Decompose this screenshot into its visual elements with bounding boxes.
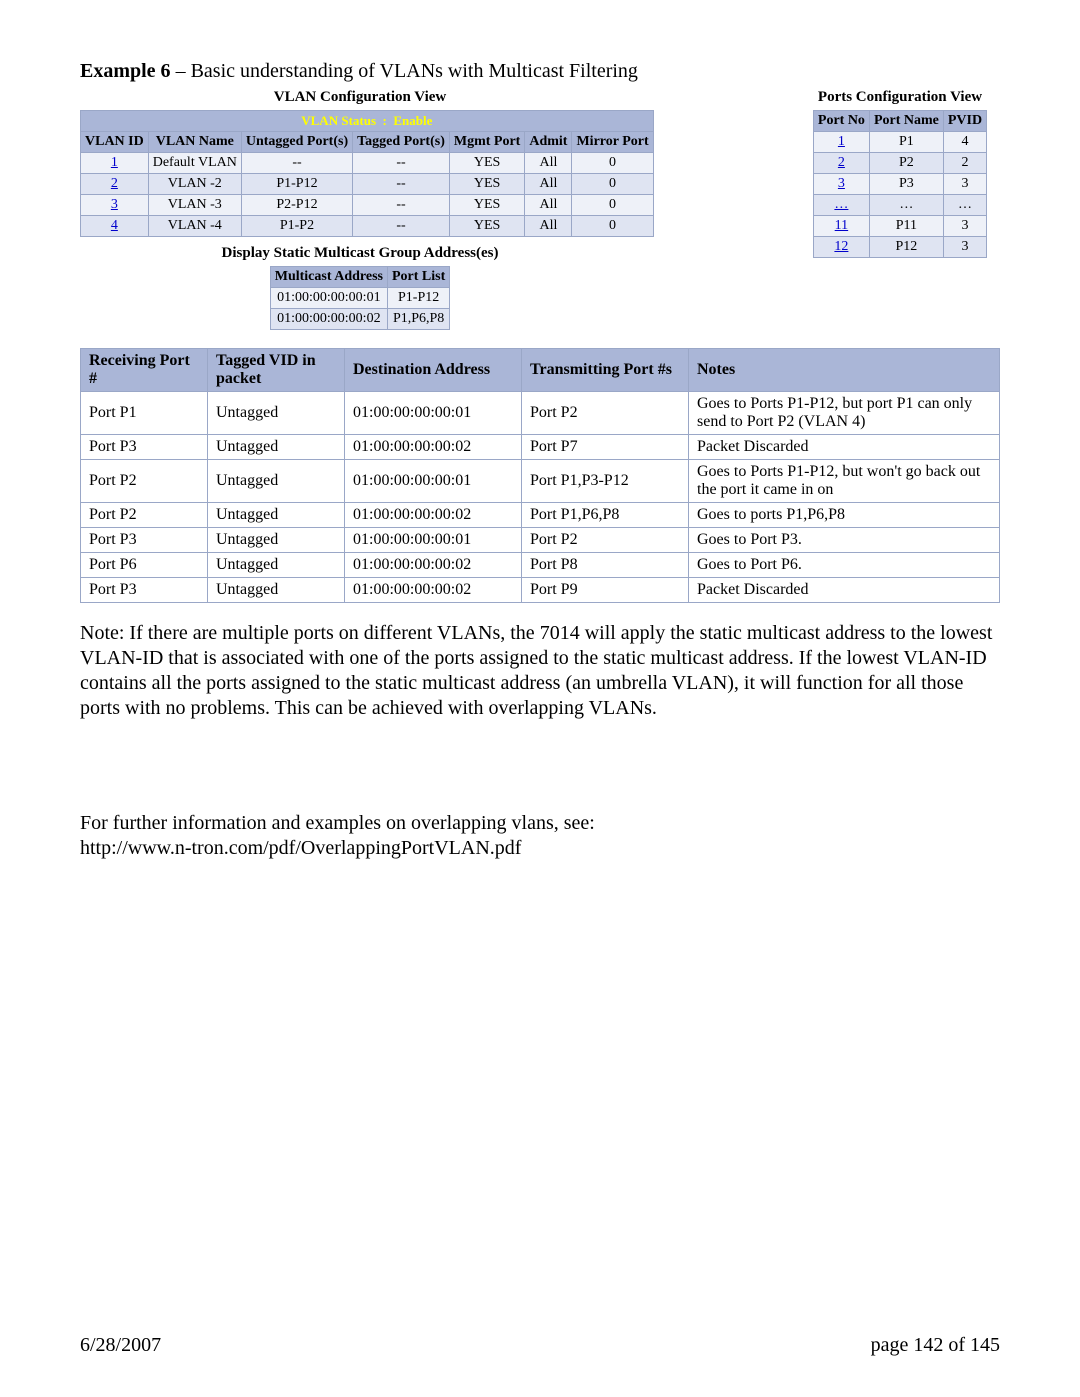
notes-row: Port P6 Untagged 01:00:00:00:00:02 Port … — [81, 553, 1000, 578]
notes-row: Port P3 Untagged 01:00:00:00:00:02 Port … — [81, 578, 1000, 603]
vlan-id-link[interactable]: 2 — [111, 176, 118, 191]
notes-table: Receiving Port # Tagged VID in packet De… — [80, 348, 1000, 603]
port-no-link[interactable]: … — [834, 197, 848, 212]
port-no-link[interactable]: 3 — [838, 176, 845, 191]
multicast-header-row: Multicast Address Port List — [270, 267, 450, 288]
port-no-link[interactable]: 11 — [835, 218, 848, 233]
vlan-row: 2 VLAN -2 P1-P12 -- YES All 0 — [81, 174, 654, 195]
example-label: Example 6 — [80, 60, 171, 82]
vlan-id-link[interactable]: 4 — [111, 218, 118, 233]
multicast-heading: Display Static Multicast Group Address(e… — [80, 245, 640, 262]
vlan-config-table: VLAN Status : Enable VLAN ID VLAN Name U… — [80, 110, 654, 237]
notes-header-row: Receiving Port # Tagged VID in packet De… — [81, 349, 1000, 392]
multicast-row: 01:00:00:00:00:01 P1-P12 — [270, 288, 450, 309]
note-paragraph: Note: If there are multiple ports on dif… — [80, 621, 1000, 721]
vlan-config-heading: VLAN Configuration View — [80, 89, 640, 106]
vlan-row: 4 VLAN -4 P1-P2 -- YES All 0 — [81, 216, 654, 237]
ports-row: 12 P12 3 — [813, 237, 986, 258]
ports-row: 3 P3 3 — [813, 174, 986, 195]
notes-row: Port P1 Untagged 01:00:00:00:00:01 Port … — [81, 392, 1000, 435]
multicast-table: Multicast Address Port List 01:00:00:00:… — [270, 266, 451, 330]
vlan-id-link[interactable]: 3 — [111, 197, 118, 212]
footer-date: 6/28/2007 — [80, 1334, 161, 1357]
multicast-row: 01:00:00:00:00:02 P1,P6,P8 — [270, 309, 450, 330]
url-text: http://www.n-tron.com/pdf/OverlappingPor… — [80, 837, 521, 859]
page-footer: 6/28/2007 page 142 of 145 — [80, 1334, 1000, 1357]
port-no-link[interactable]: 12 — [834, 239, 848, 254]
ports-row: 11 P11 3 — [813, 216, 986, 237]
further-info: For further information and examples on … — [80, 811, 1000, 861]
notes-row: Port P2 Untagged 01:00:00:00:00:02 Port … — [81, 503, 1000, 528]
notes-row: Port P3 Untagged 01:00:00:00:00:01 Port … — [81, 528, 1000, 553]
ports-row: … … … — [813, 195, 986, 216]
vlan-header-row: VLAN ID VLAN Name Untagged Port(s) Tagge… — [81, 132, 654, 153]
ports-row: 1 P1 4 — [813, 132, 986, 153]
port-no-link[interactable]: 2 — [838, 155, 845, 170]
vlan-id-link[interactable]: 1 — [111, 155, 118, 170]
vlan-row: 3 VLAN -3 P2-P12 -- YES All 0 — [81, 195, 654, 216]
ports-config-heading: Ports Configuration View — [800, 89, 1000, 106]
vlan-row: 1 Default VLAN -- -- YES All 0 — [81, 153, 654, 174]
footer-page: page 142 of 145 — [871, 1334, 1000, 1357]
ports-row: 2 P2 2 — [813, 153, 986, 174]
ports-header-row: Port No Port Name PVID — [813, 111, 986, 132]
title-rest: – Basic understanding of VLANs with Mult… — [171, 60, 638, 82]
notes-row: Port P3 Untagged 01:00:00:00:00:02 Port … — [81, 435, 1000, 460]
vlan-status-row: VLAN Status : Enable — [81, 111, 654, 132]
ports-config-table: Port No Port Name PVID 1 P1 4 2 P2 2 3 P… — [813, 110, 987, 258]
page-title: Example 6 – Basic understanding of VLANs… — [80, 60, 1000, 83]
notes-row: Port P2 Untagged 01:00:00:00:00:01 Port … — [81, 460, 1000, 503]
port-no-link[interactable]: 1 — [838, 134, 845, 149]
